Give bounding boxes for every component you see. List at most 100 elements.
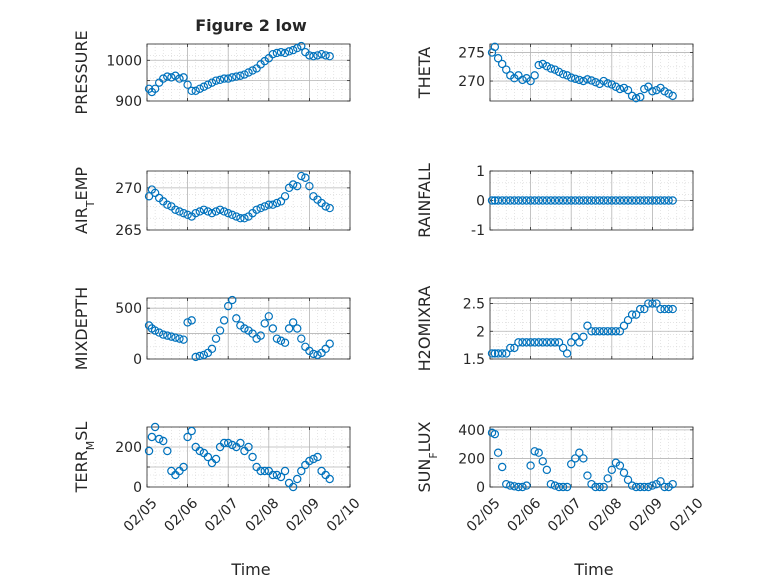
data-point (502, 479, 511, 489)
y-tick-label: 265 (115, 223, 142, 239)
data-point (554, 67, 564, 77)
data-point (236, 438, 245, 448)
data-point (648, 87, 657, 96)
data-point (325, 203, 334, 213)
data-point (542, 338, 552, 347)
data-point (493, 54, 503, 63)
data-point (587, 76, 596, 85)
data-point (603, 327, 612, 336)
data-point (280, 48, 290, 58)
data-point (664, 196, 673, 205)
data-points (144, 171, 334, 223)
y-tick-label: 1.5 (463, 352, 485, 368)
data-point (305, 456, 314, 466)
data-point (260, 319, 269, 328)
data-point (288, 45, 298, 55)
data-point (631, 196, 641, 205)
major-grid (490, 427, 693, 487)
data-point (309, 349, 318, 359)
data-point (195, 446, 204, 456)
y-axis-label-tail: LUX (415, 421, 434, 452)
data-point (636, 304, 645, 314)
data-point (232, 314, 241, 323)
data-point (297, 466, 306, 476)
data-point (502, 349, 511, 358)
data-point (211, 207, 221, 216)
data-point (660, 304, 669, 314)
data-point (321, 202, 330, 211)
data-point (591, 77, 600, 87)
data-point (583, 196, 592, 205)
data-point (518, 196, 527, 205)
data-point (268, 49, 278, 59)
data-point (490, 42, 500, 52)
data-point (293, 324, 302, 333)
data-point (248, 452, 257, 462)
data-point (526, 338, 535, 347)
axes-box (146, 426, 351, 488)
y-tick-label: 900 (115, 94, 142, 110)
data-point (215, 326, 225, 335)
data-point (313, 51, 322, 60)
data-point (579, 332, 588, 342)
data-point (159, 330, 168, 339)
y-axis-label-main: RAINFALL (415, 163, 434, 238)
data-point (510, 343, 519, 353)
y-axis-label-main: TERR (72, 450, 91, 493)
data-point (203, 452, 213, 462)
data-point (514, 338, 523, 347)
data-point (325, 339, 334, 348)
x-axis-title-right: Time (573, 560, 613, 579)
y-tick-label: 400 (458, 423, 485, 439)
data-point (305, 181, 314, 191)
data-point (191, 352, 200, 362)
data-point (648, 481, 657, 490)
data-point (240, 70, 249, 79)
data-point (567, 459, 576, 469)
data-point (538, 338, 547, 347)
data-point (631, 310, 641, 319)
data-point (587, 196, 596, 205)
data-point (522, 338, 531, 347)
data-point (615, 196, 625, 205)
data-point (668, 304, 677, 314)
data-point (591, 196, 600, 205)
data-point (579, 76, 588, 86)
data-point (199, 350, 209, 360)
data-point (660, 196, 669, 205)
data-point (526, 196, 535, 205)
data-point (571, 74, 580, 83)
data-point (558, 196, 568, 205)
data-point (660, 87, 669, 96)
data-point (187, 316, 196, 325)
data-point (652, 196, 661, 205)
data-point (159, 436, 168, 446)
data-point (284, 47, 294, 56)
data-point (288, 180, 298, 189)
data-point (623, 196, 633, 205)
data-point (175, 207, 184, 216)
data-point (644, 196, 653, 205)
y-axis-label-main: MIXDEPTH (72, 287, 91, 370)
data-point (280, 338, 290, 347)
minor-grid (490, 298, 693, 359)
data-point (583, 471, 592, 480)
data-point (219, 316, 229, 325)
data-point (219, 438, 229, 448)
data-point (191, 208, 200, 218)
y-axis-label: RAINFALL (415, 163, 434, 238)
data-point (317, 49, 326, 59)
minor-grid (490, 427, 693, 487)
data-point (187, 86, 196, 96)
subplot-5: 0 500 MIXDEPTH (72, 287, 351, 370)
data-point (203, 207, 213, 216)
data-point (219, 207, 229, 216)
data-point (530, 196, 539, 205)
y-axis-label-subscript: T (84, 200, 97, 208)
data-point (518, 482, 527, 492)
data-point (321, 51, 330, 60)
subplot-1: 900 1000 PRESSURE (72, 30, 351, 115)
data-point (644, 482, 653, 492)
data-point (615, 461, 625, 470)
